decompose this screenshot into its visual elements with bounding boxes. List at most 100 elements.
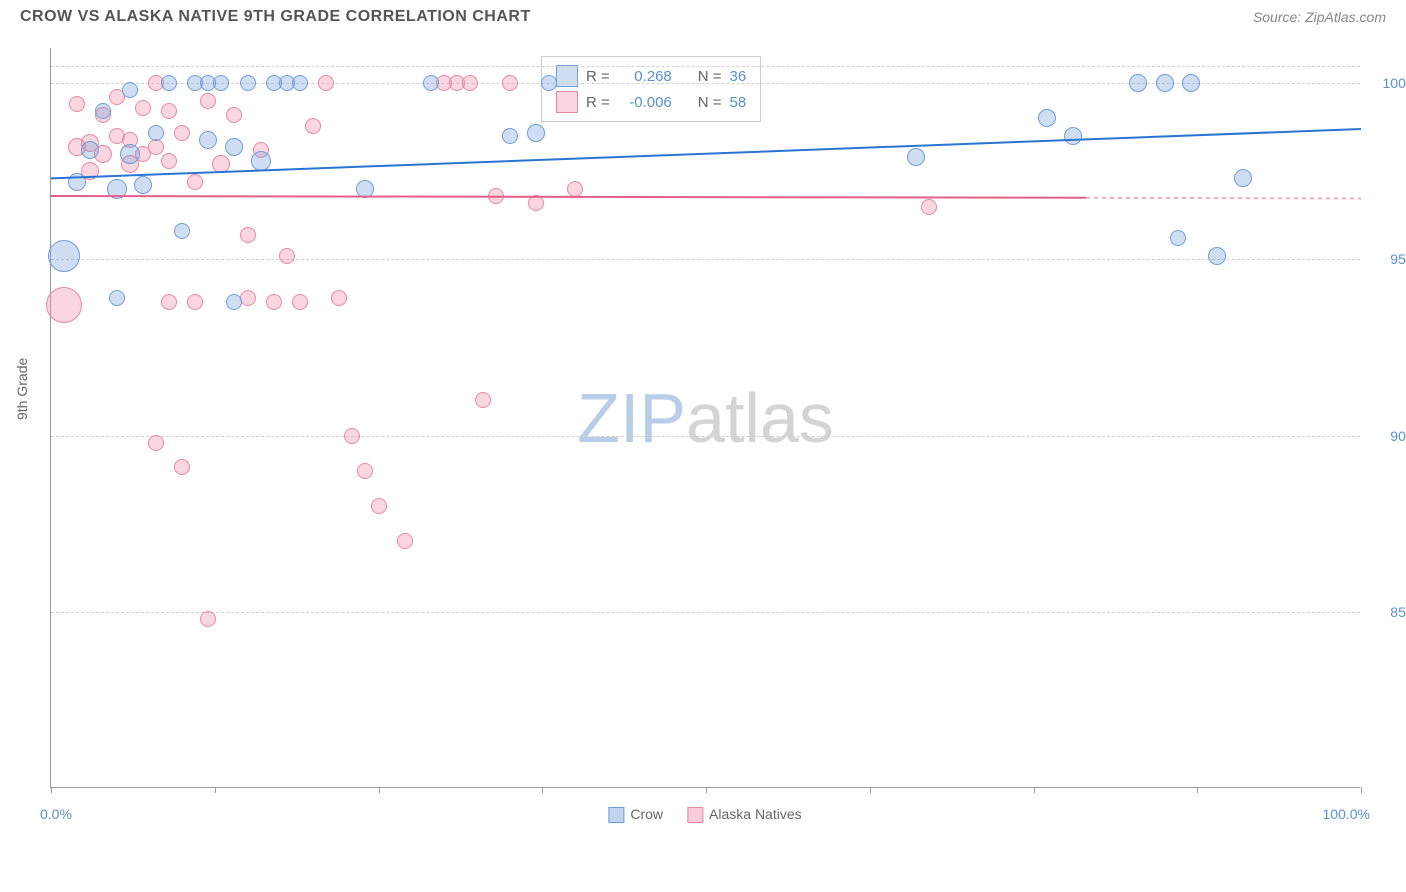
alaska-point bbox=[344, 428, 360, 444]
r-label: R = bbox=[586, 94, 610, 111]
x-max-label: 100.0% bbox=[1323, 806, 1370, 822]
alaska-r-value: -0.006 bbox=[618, 94, 672, 111]
gridline-top bbox=[51, 66, 1360, 67]
gridline bbox=[51, 259, 1360, 260]
alaska-point bbox=[200, 93, 216, 109]
legend-swatch-alaska bbox=[556, 91, 578, 113]
y-tick-label: 85.0% bbox=[1370, 604, 1406, 620]
y-tick-label: 95.0% bbox=[1370, 251, 1406, 267]
gridline bbox=[51, 436, 1360, 437]
alaska-point bbox=[318, 75, 334, 91]
x-axis-labels: 0.0% CrowAlaska Natives 100.0% bbox=[50, 806, 1360, 836]
alaska-point bbox=[187, 174, 203, 190]
legend-row-alaska: R = -0.006 N = 58 bbox=[556, 89, 746, 115]
watermark: ZIPatlas bbox=[577, 378, 834, 458]
crow-point bbox=[1129, 74, 1147, 92]
crow-point bbox=[48, 240, 80, 272]
alaska-point bbox=[69, 96, 85, 112]
x-tick bbox=[870, 787, 871, 793]
crow-point bbox=[148, 125, 164, 141]
crow-point bbox=[527, 124, 545, 142]
crow-point bbox=[907, 148, 925, 166]
alaska-point bbox=[331, 290, 347, 306]
alaska-point bbox=[161, 103, 177, 119]
x-tick bbox=[215, 787, 216, 793]
chart-container: ZIPatlas R = 0.268 N = 36 R = -0.006 N =… bbox=[50, 48, 1376, 836]
alaska-point bbox=[174, 459, 190, 475]
x-tick bbox=[379, 787, 380, 793]
watermark-zip: ZIP bbox=[577, 379, 686, 457]
alaska-point bbox=[357, 463, 373, 479]
bottom-legend-item: Crow bbox=[608, 806, 663, 823]
alaska-point bbox=[226, 107, 242, 123]
y-tick-label: 100.0% bbox=[1370, 75, 1406, 91]
legend-label: Alaska Natives bbox=[709, 806, 802, 822]
y-axis-title: 9th Grade bbox=[14, 358, 30, 420]
crow-point bbox=[240, 75, 256, 91]
chart-header: CROW VS ALASKA NATIVE 9TH GRADE CORRELAT… bbox=[0, 0, 1406, 38]
crow-point bbox=[1208, 247, 1226, 265]
alaska-point bbox=[475, 392, 491, 408]
alaska-point bbox=[488, 188, 504, 204]
alaska-point bbox=[292, 294, 308, 310]
crow-point bbox=[1182, 74, 1200, 92]
bottom-legend-item: Alaska Natives bbox=[687, 806, 802, 823]
crow-point bbox=[1064, 127, 1082, 145]
x-tick bbox=[51, 787, 52, 793]
plot-area: ZIPatlas R = 0.268 N = 36 R = -0.006 N =… bbox=[50, 48, 1360, 788]
alaska-point bbox=[921, 199, 937, 215]
alaska-point bbox=[148, 435, 164, 451]
chart-title: CROW VS ALASKA NATIVE 9TH GRADE CORRELAT… bbox=[20, 8, 531, 26]
bottom-legend: Crow Alaska Natives bbox=[608, 806, 801, 823]
crow-point bbox=[161, 75, 177, 91]
alaska-point bbox=[161, 294, 177, 310]
n-label: N = bbox=[698, 94, 722, 111]
alaska-point bbox=[528, 195, 544, 211]
r-label: R = bbox=[586, 68, 610, 85]
legend-label: Crow bbox=[630, 806, 663, 822]
alaska-point bbox=[200, 611, 216, 627]
alaska-point bbox=[174, 125, 190, 141]
alaska-point bbox=[135, 100, 151, 116]
crow-n-value: 36 bbox=[730, 68, 747, 85]
crow-point bbox=[199, 131, 217, 149]
y-tick-label: 90.0% bbox=[1370, 428, 1406, 444]
crow-point bbox=[109, 290, 125, 306]
alaska-point bbox=[46, 287, 82, 323]
alaska-point bbox=[371, 498, 387, 514]
alaska-point bbox=[397, 533, 413, 549]
alaska-point bbox=[567, 181, 583, 197]
crow-point bbox=[81, 141, 99, 159]
x-tick bbox=[706, 787, 707, 793]
alaska-point bbox=[462, 75, 478, 91]
crow-point bbox=[107, 179, 127, 199]
x-tick bbox=[1197, 787, 1198, 793]
crow-point bbox=[251, 151, 271, 171]
alaska-point bbox=[212, 155, 230, 173]
alaska-point bbox=[148, 139, 164, 155]
crow-point bbox=[502, 128, 518, 144]
crow-r-value: 0.268 bbox=[618, 68, 672, 85]
trend-lines bbox=[51, 48, 1361, 788]
alaska-point bbox=[305, 118, 321, 134]
crow-point bbox=[225, 138, 243, 156]
legend-swatch-icon bbox=[608, 807, 624, 823]
crow-point bbox=[120, 144, 140, 164]
alaska-point bbox=[279, 248, 295, 264]
crow-point bbox=[68, 173, 86, 191]
crow-point bbox=[292, 75, 308, 91]
x-tick bbox=[1034, 787, 1035, 793]
crow-point bbox=[423, 75, 439, 91]
chart-source: Source: ZipAtlas.com bbox=[1253, 9, 1386, 25]
crow-point bbox=[1170, 230, 1186, 246]
alaska-point bbox=[161, 153, 177, 169]
alaska-point bbox=[502, 75, 518, 91]
alaska-point bbox=[187, 294, 203, 310]
legend-swatch-icon bbox=[687, 807, 703, 823]
x-tick bbox=[1361, 787, 1362, 793]
crow-point bbox=[134, 176, 152, 194]
crow-point bbox=[122, 82, 138, 98]
crow-point bbox=[226, 294, 242, 310]
crow-point bbox=[174, 223, 190, 239]
crow-point bbox=[356, 180, 374, 198]
